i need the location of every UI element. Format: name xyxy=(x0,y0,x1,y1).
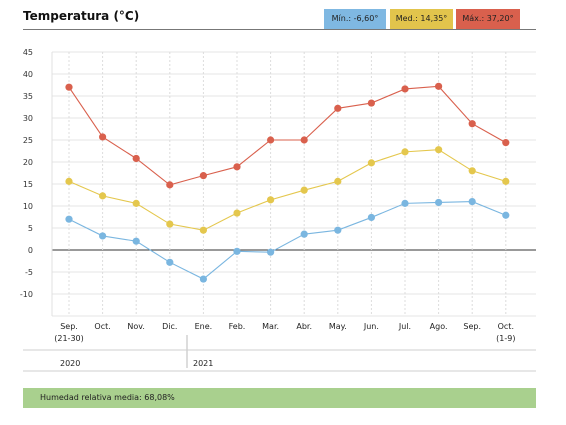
title-underline xyxy=(23,29,536,30)
month-label: Mar. xyxy=(262,322,279,331)
data-point-med xyxy=(65,177,73,185)
data-point-min xyxy=(468,198,476,206)
month-label: Ene. xyxy=(195,322,213,331)
data-point-max xyxy=(300,136,308,144)
month-label: Sep. xyxy=(463,322,481,331)
year-label: 2020 xyxy=(60,359,80,368)
month-label: Ago. xyxy=(430,322,448,331)
year-label: 2021 xyxy=(193,359,213,368)
data-point-min xyxy=(435,198,443,207)
month-label: Sep. xyxy=(60,322,78,331)
data-point-max xyxy=(65,83,73,91)
month-label: May. xyxy=(329,322,347,331)
y-tick-label: 15 xyxy=(23,180,33,189)
data-point-med xyxy=(401,148,409,156)
data-point-min xyxy=(65,215,73,223)
chart-title: Temperatura (°C) xyxy=(23,9,140,23)
month-label: Feb. xyxy=(229,322,246,331)
data-point-min xyxy=(267,248,275,256)
y-tick-label: 0 xyxy=(28,246,33,255)
data-point-med xyxy=(99,192,107,200)
data-point-med xyxy=(502,177,510,185)
series-line-min xyxy=(68,201,507,280)
data-point-min xyxy=(166,258,174,266)
month-label: Jul. xyxy=(398,322,411,331)
data-point-max xyxy=(401,85,409,93)
data-point-max xyxy=(334,104,342,112)
data-point-max xyxy=(502,139,510,147)
y-tick-label: 30 xyxy=(23,114,33,123)
month-label: Abr. xyxy=(296,322,312,331)
y-tick-label: -10 xyxy=(20,290,33,299)
data-point-min xyxy=(132,237,140,245)
data-point-min xyxy=(233,247,241,255)
data-point-min xyxy=(99,232,107,240)
y-tick-label: 45 xyxy=(23,48,33,57)
data-point-med xyxy=(132,199,140,207)
data-point-max xyxy=(435,82,443,90)
month-label: Nov. xyxy=(127,322,145,331)
month-label: Jun. xyxy=(363,322,379,331)
data-point-med xyxy=(468,167,476,175)
y-tick-label: 25 xyxy=(23,136,33,145)
series-line-max xyxy=(68,85,507,186)
data-point-max xyxy=(166,181,174,189)
data-point-med xyxy=(334,177,342,185)
humidity-footer: Humedad relativa media: 68,08% xyxy=(23,388,536,408)
data-point-min xyxy=(334,226,342,234)
data-point-med xyxy=(233,209,241,217)
y-tick-label: 35 xyxy=(23,92,33,101)
month-label: Oct. xyxy=(498,322,514,331)
data-point-med xyxy=(300,186,308,194)
data-point-max xyxy=(199,172,207,180)
data-point-min xyxy=(401,199,409,207)
data-point-min xyxy=(199,275,207,283)
min-temperature-badge: Mín.: -6,60° xyxy=(324,9,386,29)
y-tick-label: 5 xyxy=(28,224,33,233)
humidity-text: Humedad relativa media: 68,08% xyxy=(40,393,175,402)
month-sublabel: (1-9) xyxy=(496,334,515,343)
data-point-med xyxy=(435,146,443,154)
month-label: Oct. xyxy=(94,322,110,331)
data-point-min xyxy=(300,230,308,238)
mean-temperature-badge: Med.: 14,35° xyxy=(390,9,453,29)
data-point-med xyxy=(367,159,375,167)
y-tick-label: 20 xyxy=(23,158,33,167)
data-point-max xyxy=(367,99,375,107)
data-point-max xyxy=(99,133,107,141)
data-point-min xyxy=(502,211,510,219)
data-point-med xyxy=(267,196,275,204)
data-point-med xyxy=(199,226,207,234)
data-point-max xyxy=(267,136,275,144)
y-tick-label: -5 xyxy=(25,268,33,277)
data-point-min xyxy=(367,213,375,222)
month-sublabel: (21-30) xyxy=(54,334,84,343)
month-label: Dic. xyxy=(162,322,177,331)
data-point-max xyxy=(233,163,241,171)
data-point-med xyxy=(166,220,174,228)
y-tick-label: 40 xyxy=(23,70,33,79)
data-point-max xyxy=(468,120,476,128)
series-line-med xyxy=(68,149,506,231)
y-tick-label: 10 xyxy=(23,202,33,211)
max-temperature-badge: Máx.: 37,20° xyxy=(456,9,520,29)
data-point-max xyxy=(132,154,140,163)
